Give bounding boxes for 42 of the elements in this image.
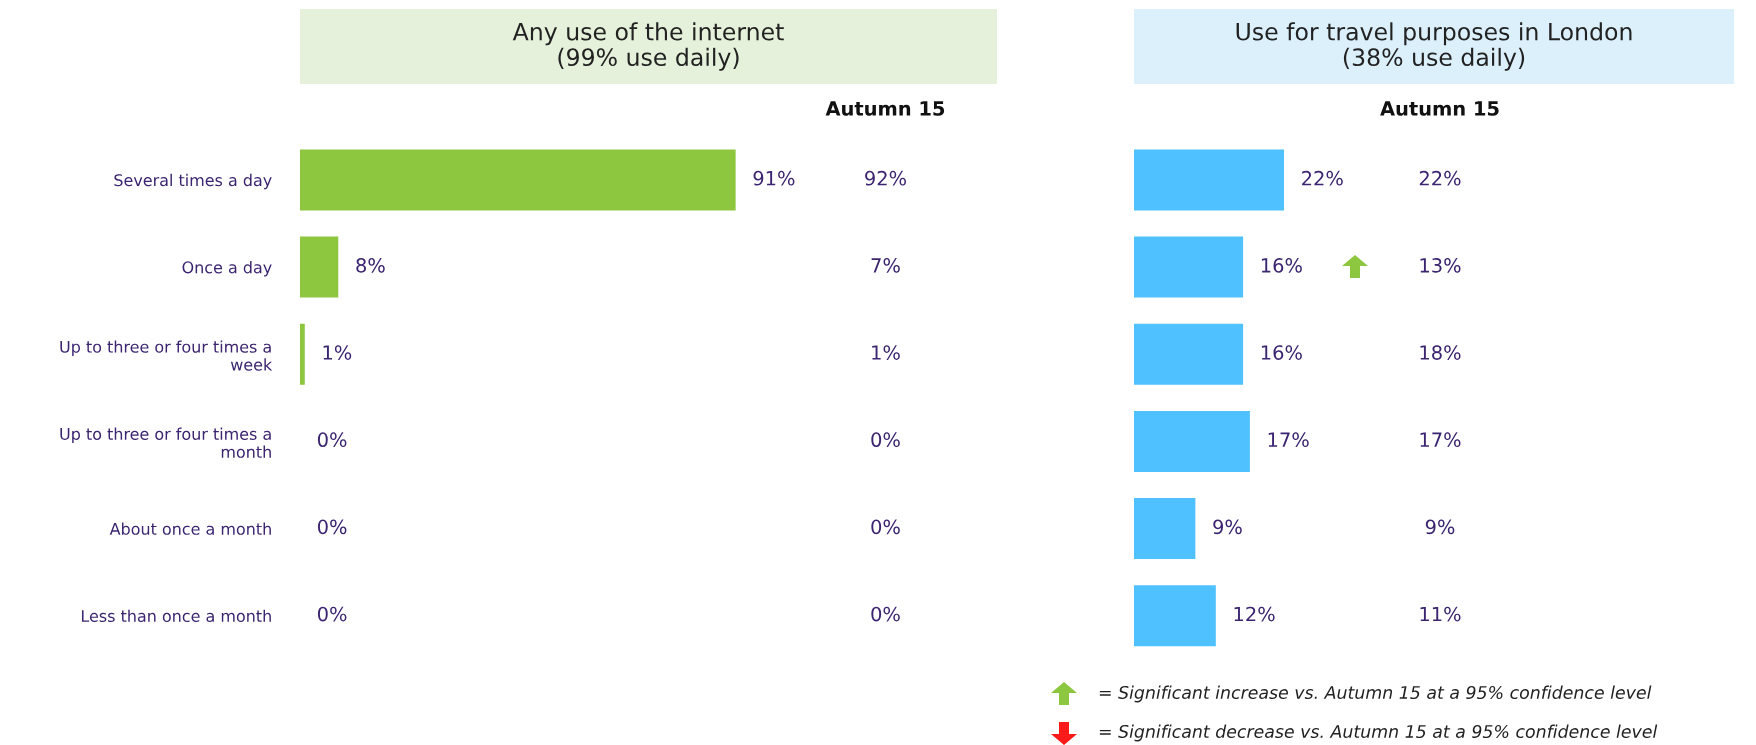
chart-title: Any use of the internet (99% use daily) xyxy=(512,22,784,71)
data-label: 22% xyxy=(1302,170,1343,186)
bar xyxy=(1134,236,1244,298)
text: Autumn 15 xyxy=(1380,101,1499,116)
data-label: 0% xyxy=(317,519,347,535)
data-label: 12% xyxy=(1234,606,1275,622)
text: 11% xyxy=(1420,606,1461,622)
bar xyxy=(1134,323,1244,385)
y-tick-label: Several times a day xyxy=(114,173,272,190)
bar xyxy=(1134,585,1216,647)
text: = Significant decrease vs. Autumn 15 at a 95% confidence level xyxy=(1099,724,1658,742)
text: 0% xyxy=(871,519,900,535)
text: 0% xyxy=(871,432,900,448)
text: 18% xyxy=(1420,345,1461,360)
data-label: 0% xyxy=(317,432,347,448)
data-label: 0% xyxy=(317,606,347,622)
bar xyxy=(1134,410,1250,472)
data-label: 91% xyxy=(753,170,795,186)
bar xyxy=(1134,498,1196,560)
text: 22% xyxy=(1419,170,1461,186)
y-tick-label: Once a day xyxy=(182,261,272,277)
text: Use for travel purposes in London (38% use daily) xyxy=(1236,22,1632,71)
text: 9% xyxy=(1425,519,1455,535)
y-tick-label: Up to three or four times a week xyxy=(60,340,273,371)
text: Autumn 15 xyxy=(825,101,945,116)
data-label: 9% xyxy=(1213,519,1242,535)
y-tick-label: Up to three or four times a month xyxy=(60,427,271,458)
data-label: 16% xyxy=(1261,345,1302,360)
text: 13% xyxy=(1420,258,1461,273)
text: 92% xyxy=(865,170,907,186)
y-tick-label: Less than once a month xyxy=(81,609,271,623)
data-label: 17% xyxy=(1268,432,1309,448)
text: 0% xyxy=(871,606,900,622)
data-label: 16% xyxy=(1261,258,1302,273)
text: 17% xyxy=(1420,432,1461,448)
data-label: 1% xyxy=(323,345,352,360)
text: 1% xyxy=(872,345,900,360)
text: 7% xyxy=(871,258,900,273)
y-tick-label: About once a month xyxy=(109,522,271,535)
data-label: 8% xyxy=(356,258,385,273)
text: = Significant increase vs. Autumn 15 at a 95% confidence level xyxy=(1099,685,1652,703)
bar xyxy=(1134,149,1284,211)
